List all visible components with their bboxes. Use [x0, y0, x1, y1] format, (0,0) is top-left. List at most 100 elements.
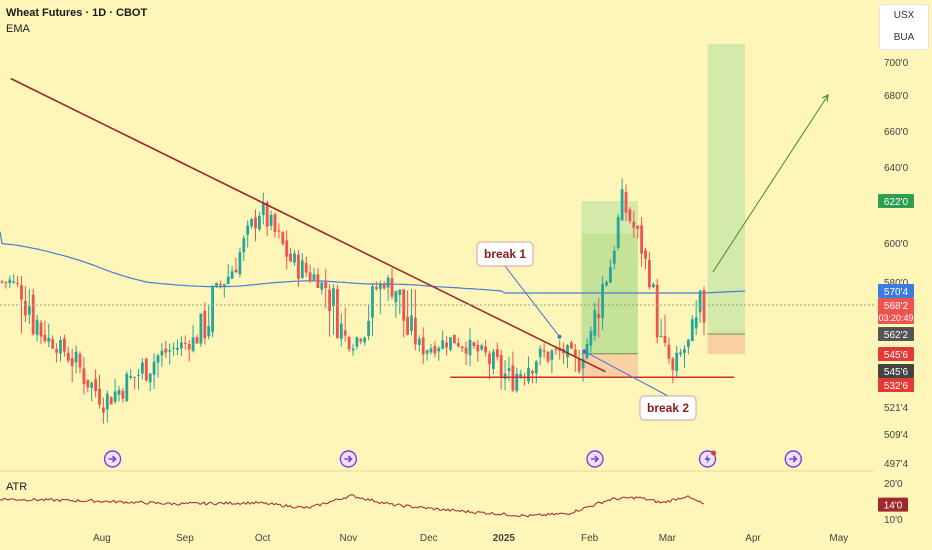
candle-up[interactable]	[527, 356, 530, 385]
candle-down[interactable]	[254, 209, 257, 242]
candle-up[interactable]	[312, 267, 316, 282]
candle-up[interactable]	[117, 385, 121, 402]
atr-pane-label[interactable]: ATR	[6, 481, 28, 493]
price-badge[interactable]: 568'203:20:49	[878, 298, 914, 324]
candle-up[interactable]	[585, 338, 589, 360]
candle-up[interactable]	[230, 266, 234, 280]
candle-down[interactable]	[445, 336, 448, 356]
candle-down[interactable]	[281, 231, 285, 246]
candle-up[interactable]	[207, 305, 211, 340]
candle-up[interactable]	[148, 373, 152, 392]
candle-up[interactable]	[367, 305, 370, 341]
candle-down[interactable]	[55, 343, 58, 363]
forecast-arrow[interactable]	[712, 94, 829, 273]
candle-down[interactable]	[375, 281, 378, 291]
candle-down[interactable]	[546, 351, 550, 364]
candle-up[interactable]	[417, 335, 421, 352]
candle-down[interactable]	[406, 290, 409, 336]
candle-down[interactable]	[632, 211, 636, 238]
candle-up[interactable]	[59, 336, 62, 362]
price-badge[interactable]: 622'0	[878, 194, 914, 208]
candle-up[interactable]	[394, 290, 398, 318]
indicator-label[interactable]: EMA	[6, 23, 30, 35]
candle-up[interactable]	[152, 353, 156, 389]
candle-down[interactable]	[640, 216, 643, 267]
candle-up[interactable]	[199, 312, 203, 347]
ema-line[interactable]	[0, 231, 746, 294]
candle-up[interactable]	[492, 348, 495, 375]
candle-up[interactable]	[129, 369, 133, 380]
candle-up[interactable]	[211, 284, 214, 338]
candle-down[interactable]	[671, 356, 675, 384]
event-arrow-icon[interactable]	[339, 450, 358, 468]
candle-up[interactable]	[320, 282, 324, 295]
candle-down[interactable]	[476, 339, 480, 362]
price-badge[interactable]: 545'6	[878, 347, 914, 361]
candle-up[interactable]	[246, 220, 250, 248]
candle-up[interactable]	[609, 259, 612, 283]
candle-down[interactable]	[359, 337, 363, 345]
candle-up[interactable]	[293, 250, 296, 266]
candle-up[interactable]	[620, 178, 624, 222]
candle-up[interactable]	[172, 342, 175, 356]
candle-down[interactable]	[78, 351, 82, 374]
candle-up[interactable]	[612, 246, 616, 270]
candle-down[interactable]	[219, 280, 222, 289]
candle-up[interactable]	[90, 381, 94, 402]
candle-up[interactable]	[378, 280, 382, 315]
candle-up[interactable]	[113, 378, 117, 404]
candle-down[interactable]	[324, 268, 328, 309]
candle-down[interactable]	[343, 307, 347, 342]
candle-down[interactable]	[183, 335, 187, 350]
candle-up[interactable]	[363, 336, 367, 346]
candle-up[interactable]	[156, 353, 160, 378]
candle-down[interactable]	[277, 223, 281, 239]
candle-down[interactable]	[456, 337, 460, 348]
candle-up[interactable]	[659, 318, 663, 338]
candle-down[interactable]	[31, 288, 35, 337]
candle-up[interactable]	[698, 289, 702, 324]
candle-up[interactable]	[468, 328, 472, 367]
candle-up[interactable]	[242, 235, 246, 261]
candle-down[interactable]	[347, 335, 351, 352]
candle-up[interactable]	[339, 313, 343, 347]
candle-up[interactable]	[250, 217, 253, 229]
event-arrow-icon[interactable]	[586, 450, 604, 468]
candle-up[interactable]	[355, 336, 359, 350]
candle-down[interactable]	[495, 342, 499, 361]
candle-up[interactable]	[226, 264, 230, 285]
event-arrow-icon[interactable]	[103, 450, 122, 468]
trade-target-zone[interactable]	[707, 44, 746, 334]
candle-down[interactable]	[203, 302, 207, 345]
candle-down[interactable]	[63, 334, 66, 357]
candle-down[interactable]	[390, 267, 394, 300]
candle-up[interactable]	[425, 349, 429, 361]
price-badge[interactable]: 562'2	[878, 327, 914, 341]
candle-down[interactable]	[484, 339, 487, 357]
candle-up[interactable]	[371, 283, 374, 337]
candle-up[interactable]	[538, 345, 542, 366]
candle-down[interactable]	[316, 268, 320, 288]
candle-down[interactable]	[628, 207, 632, 224]
candle-down[interactable]	[0, 279, 4, 284]
candle-down[interactable]	[702, 286, 706, 336]
candle-down[interactable]	[102, 397, 105, 424]
candle-down[interactable]	[70, 348, 74, 383]
candle-up[interactable]	[215, 282, 218, 288]
candle-down[interactable]	[421, 327, 425, 365]
candle-up[interactable]	[27, 288, 31, 325]
price-badge[interactable]: 532'6	[878, 378, 914, 392]
candle-down[interactable]	[460, 345, 464, 353]
candle-up[interactable]	[180, 336, 183, 357]
price-badge[interactable]: 570'4	[878, 284, 914, 298]
candle-down[interactable]	[488, 350, 491, 380]
candle-down[interactable]	[655, 279, 659, 344]
candle-down[interactable]	[453, 334, 456, 344]
candle-up[interactable]	[300, 253, 304, 279]
candle-down[interactable]	[433, 340, 437, 358]
candle-down[interactable]	[164, 341, 168, 359]
candle-up[interactable]	[8, 275, 12, 289]
candle-down[interactable]	[636, 224, 640, 239]
candle-up[interactable]	[601, 276, 604, 330]
candle-down[interactable]	[297, 249, 300, 287]
